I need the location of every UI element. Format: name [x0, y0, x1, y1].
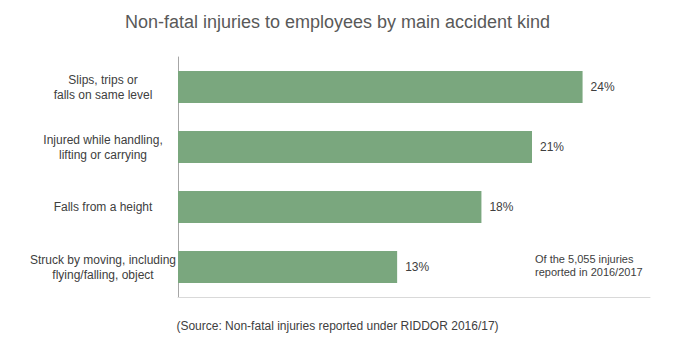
svg-text:21%: 21% [540, 140, 564, 154]
svg-text:Non-fatal injuries to employee: Non-fatal injuries to employees by main … [125, 12, 550, 32]
svg-text:18%: 18% [489, 200, 513, 214]
svg-text:Of the 5,055 injuries: Of the 5,055 injuries [535, 253, 634, 265]
svg-text:flying/falling, object: flying/falling, object [52, 268, 154, 282]
svg-text:falls on same level: falls on same level [54, 88, 153, 102]
svg-text:Slips, trips or: Slips, trips or [68, 73, 137, 87]
svg-text:reported in 2016/2017: reported in 2016/2017 [535, 266, 643, 278]
svg-text:(Source: Non-fatal injuries re: (Source: Non-fatal injuries reported und… [176, 319, 498, 333]
svg-text:Struck by moving, including: Struck by moving, including [30, 253, 176, 267]
svg-text:Falls from a height: Falls from a height [54, 200, 153, 214]
svg-text:24%: 24% [591, 80, 615, 94]
svg-text:Injured while handling,: Injured while handling, [43, 133, 162, 147]
svg-text:13%: 13% [405, 260, 429, 274]
svg-text:lifting or carrying: lifting or carrying [59, 148, 147, 162]
